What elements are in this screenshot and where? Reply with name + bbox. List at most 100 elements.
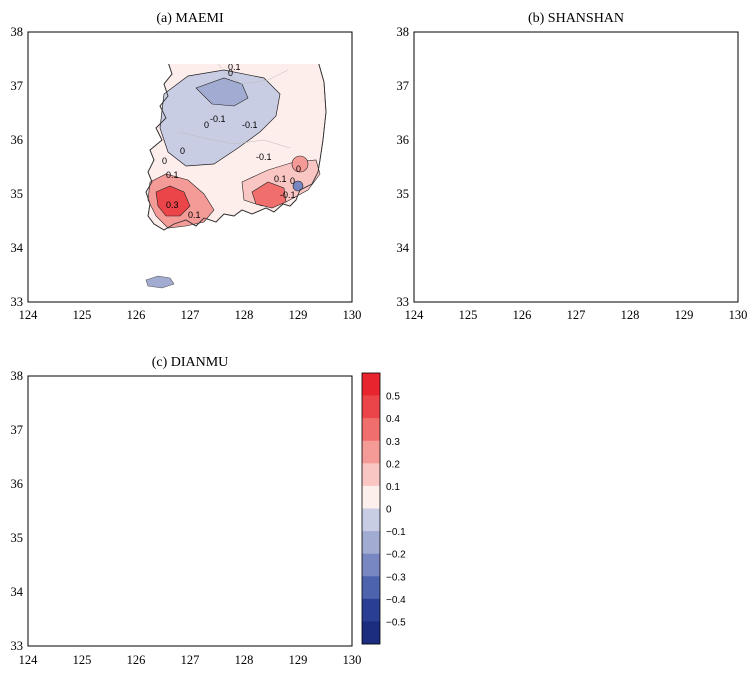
panel-c-frame (27, 375, 353, 647)
contour-label: 0 (290, 502, 295, 512)
contour-label: -0.1 (242, 120, 258, 130)
panel-a-field (145, 64, 327, 289)
contour-label: -0.1 (660, 136, 676, 146)
lon-tick: 128 (621, 308, 640, 322)
panel-a-negative-basin (159, 69, 281, 167)
panel-a-lat-ticks: 33 34 35 36 37 38 (11, 25, 24, 309)
lon-tick: 124 (405, 308, 425, 322)
colorbar-swatch (362, 418, 380, 442)
panel-b-south-positive (618, 186, 630, 198)
panel-c-lat-ticks: 33 34 35 36 37 38 (11, 369, 24, 653)
lat-tick: 33 (11, 639, 24, 653)
contour-label: -0.1 (280, 190, 296, 200)
colorbar-swatch (362, 463, 380, 487)
lat-tick: 37 (11, 79, 24, 93)
lon-tick: 130 (343, 653, 362, 667)
lat-tick: 34 (397, 241, 410, 255)
panel-c-south-positive (224, 494, 274, 526)
lat-tick: 37 (397, 79, 410, 93)
panel-a: (a) MAEMI 0 -0.1 0 (11, 11, 362, 322)
colorbar: 0.5 0.4 0.3 0.2 0.1 0 −0.1 −0.2 −0.3 −0.4 −0.5 (361, 372, 406, 645)
contour-label: 0.1 (274, 174, 287, 184)
contour-label: 0.1 (570, 90, 583, 100)
panel-b-east-negative (654, 32, 704, 76)
colorbar-swatch (362, 373, 380, 396)
panel-c-east-negative (214, 376, 326, 486)
contour-label: -0.1 (290, 482, 306, 492)
lon-tick: 127 (567, 308, 586, 322)
lat-tick: 38 (11, 25, 24, 39)
lon-tick: 125 (459, 308, 478, 322)
lat-tick: 38 (11, 369, 24, 383)
panel-a-sw-positive-02 (155, 185, 191, 217)
colorbar-swatch (362, 621, 380, 645)
panel-a-title: (a) MAEMI (156, 11, 224, 26)
panel-b-seoul-core (542, 64, 574, 92)
panel-a-se-positive-03 (291, 155, 309, 173)
panel-b-se-negative-03 (676, 146, 704, 174)
panel-b-frame (413, 31, 739, 303)
contour-label: 0 (290, 176, 295, 186)
panel-c-mid-positive (198, 472, 214, 488)
panel-a-se-positive-02 (251, 181, 287, 209)
contour-label: 0 (524, 172, 529, 182)
contour-label: 0 (204, 120, 209, 130)
lat-tick: 38 (397, 25, 410, 39)
lat-tick: 35 (397, 187, 410, 201)
contour-label: -0.1 (672, 174, 688, 184)
contour-label: -0.1 (240, 534, 256, 544)
contour-label: 0.3 (552, 70, 565, 80)
colorbar-swatch (362, 576, 380, 600)
contour-label: 0.1 (612, 188, 625, 198)
panel-a-jeju (145, 275, 175, 289)
contour-label: 0 (264, 514, 269, 524)
lon-tick: 129 (675, 308, 694, 322)
contour-label: 0 (600, 196, 605, 206)
colorbar-label: 0.2 (386, 459, 400, 470)
lon-tick: 130 (343, 308, 362, 322)
contour-label: 0 (162, 156, 167, 166)
contour-label: -0.1 (256, 152, 272, 162)
panel-a-frame (27, 31, 353, 303)
contour-label: -0.1 (596, 86, 612, 96)
contour-label: 0 (232, 448, 237, 458)
lat-tick: 35 (11, 531, 24, 545)
panel-b: (b) SHANSHAN -0.1 0 0.1 -0.1 (397, 11, 748, 322)
lon-tick: 127 (181, 308, 200, 322)
colorbar-swatch (362, 531, 380, 554)
colorbar-swatch (362, 440, 380, 464)
panel-a-busan-negative (292, 180, 304, 192)
lon-tick: 124 (19, 308, 39, 322)
lon-tick: 125 (73, 653, 92, 667)
panel-c-north-positive (167, 405, 181, 419)
panel-c: (c) DIANMU -0.1 0 0 (11, 355, 362, 667)
colorbar-label: −0.2 (386, 550, 406, 561)
panel-c-contour-labels: -0.1 0 0 0 0.1 0 0.1 -0.1 0 0.1 -0.1 (158, 430, 317, 544)
contour-label: 0.1 (166, 170, 179, 180)
lat-tick: 37 (11, 423, 24, 437)
lon-tick: 124 (19, 653, 39, 667)
colorbar-swatch (362, 508, 380, 532)
panel-b-field (510, 32, 714, 290)
panel-b-north-negative (602, 32, 714, 196)
lon-tick: 125 (73, 308, 92, 322)
panel-c-sw-negative (148, 504, 198, 570)
panel-b-jeju (532, 278, 560, 290)
colorbar-label: 0 (386, 505, 392, 516)
colorbar-label: 0.5 (386, 392, 400, 403)
panel-b-se-negative-02 (650, 134, 710, 188)
contour-label: -0.2 (676, 156, 692, 166)
panel-b-title: (b) SHANSHAN (528, 11, 624, 26)
panel-b-lon-ticks: 124 125 126 127 128 129 130 (405, 308, 748, 322)
contour-label: -0.1 (210, 114, 226, 124)
colorbar-label: 0.4 (386, 414, 400, 425)
contour-label: -0.1 (664, 164, 680, 174)
contour-label: 0.1 (250, 524, 263, 534)
lat-tick: 35 (11, 187, 24, 201)
lon-tick: 128 (235, 308, 254, 322)
panel-a-contour-labels: 0 -0.1 0 0.1 -0.1 0.1 0 0 -0.1 0.1 -0.1 … (162, 62, 301, 220)
contour-label: 0 (296, 164, 301, 174)
panel-b-mid-positive (589, 123, 599, 133)
panel-a-negative-inner (195, 77, 249, 107)
contour-label: 0.1 (228, 62, 241, 72)
